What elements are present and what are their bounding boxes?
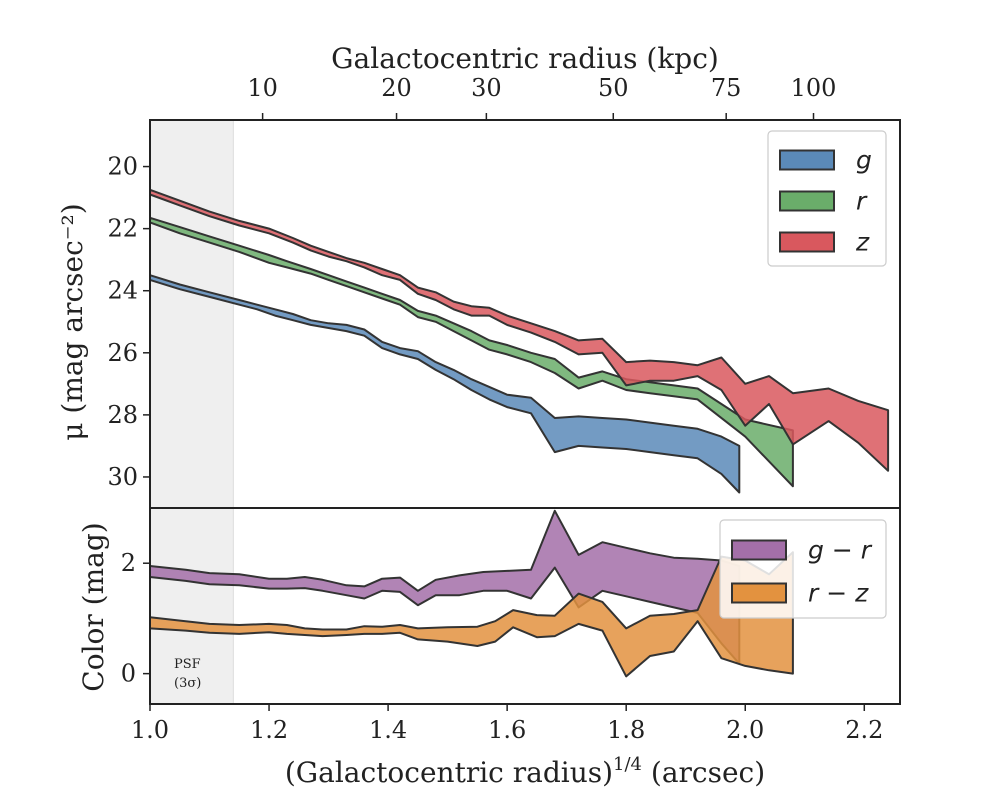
y-tick-label: 28 (107, 401, 138, 429)
color-panel-y-ticks: 02 (121, 549, 150, 688)
psf-shaded-region-top (149, 119, 234, 509)
legend-swatch (779, 190, 835, 212)
color-y-axis-title: Color (mag) (77, 522, 110, 691)
x-tick-label: 1.6 (488, 716, 526, 744)
x-title-unit: (arcsec) (651, 756, 765, 789)
bottom-x-axis-title: (Galactocentric radius)1/4 (arcsec) (285, 754, 765, 789)
band-r (149, 216, 794, 488)
psf-shaded-region-bottom (149, 507, 234, 705)
x-tick-label: 1.8 (607, 716, 645, 744)
legend-label: r (856, 187, 868, 216)
top-legend: grz (767, 130, 887, 267)
legend-swatch (731, 539, 787, 561)
x-title-gap (642, 756, 651, 789)
x-tick-label: 2.0 (726, 716, 764, 744)
band-rz (149, 551, 794, 678)
band-g (149, 274, 741, 494)
psf-sublabel: (3σ) (174, 676, 201, 691)
top-y-ticks: 20 22 24 26 28 30 (107, 153, 150, 491)
color-y-tick-label: 0 (121, 660, 136, 688)
top-secondary-x-ticks: 10 20 30 50 75 100 (247, 74, 836, 120)
y-tick-label: 24 (107, 277, 138, 305)
kpc-tick-label: 100 (791, 74, 837, 102)
y-tick-label: 20 (107, 153, 138, 181)
y-tick-label: 22 (107, 215, 138, 243)
color-panel-frame (149, 507, 901, 705)
color-y-tick-label: 2 (121, 549, 136, 577)
top-y-axis-title: μ (mag arcsec⁻²) (56, 203, 89, 440)
psf-label: PSF (174, 657, 201, 672)
kpc-tick-label: 30 (471, 74, 502, 102)
legend-label: z (855, 228, 870, 257)
legend-swatch (779, 231, 835, 253)
color-panel-x-ticks: 1.0 1.2 1.4 1.6 1.8 2.0 2.2 (131, 704, 883, 744)
x-title-exp: 1/4 (613, 754, 642, 775)
kpc-tick-label: 20 (381, 74, 412, 102)
y-tick-label: 30 (107, 463, 138, 491)
top-x-axis-title: Galactocentric radius (kpc) (331, 42, 719, 75)
kpc-tick-label: 10 (247, 74, 278, 102)
color-legend: g − r r − z (719, 519, 887, 619)
legend-swatch (779, 149, 835, 171)
band-z (149, 188, 890, 472)
x-tick-label: 1.0 (131, 716, 169, 744)
kpc-tick-label: 75 (711, 74, 742, 102)
legend-label: g − r (808, 536, 873, 565)
x-tick-label: 2.2 (845, 716, 883, 744)
x-tick-label: 1.4 (369, 716, 407, 744)
x-tick-label: 1.2 (250, 716, 288, 744)
top-panel-bands (149, 188, 890, 494)
legend-label: r − z (808, 579, 869, 608)
y-tick-label: 26 (107, 339, 138, 367)
legend-label: g (856, 146, 872, 175)
color-panel-bands (149, 509, 794, 678)
kpc-tick-label: 50 (598, 74, 629, 102)
x-title-base: (Galactocentric radius) (285, 756, 613, 789)
legend-swatch (731, 582, 787, 604)
